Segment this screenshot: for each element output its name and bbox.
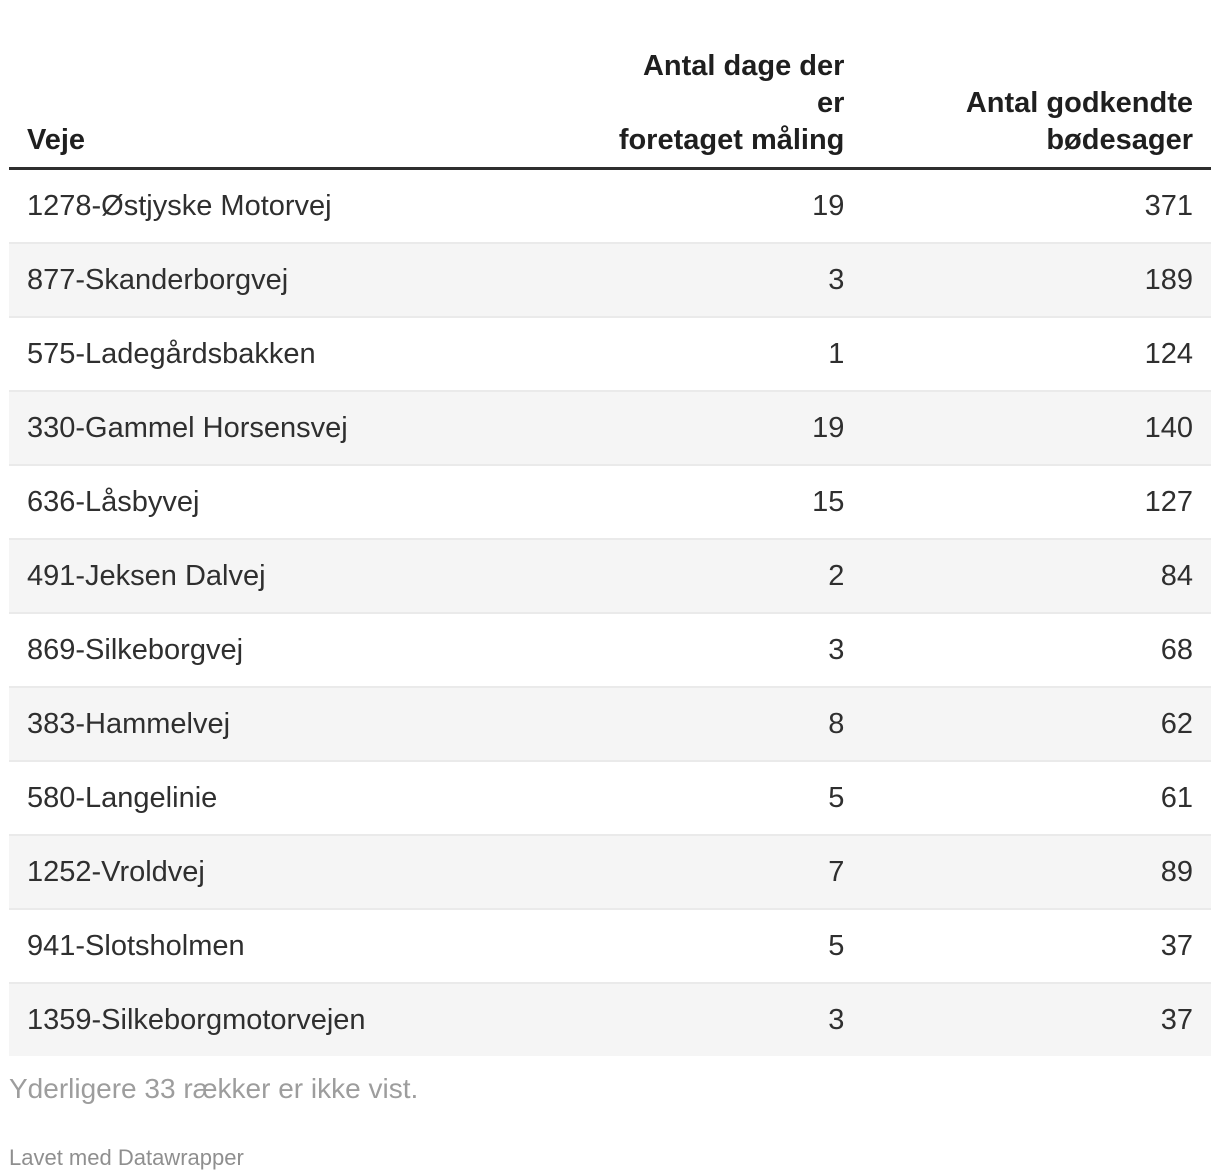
- road-name-cell: 580-Langelinie: [9, 761, 598, 836]
- road-name-cell: 491-Jeksen Dalvej: [9, 539, 598, 614]
- road-name-cell: 330-Gammel Horsensvej: [9, 391, 598, 466]
- value-cell: 5: [597, 909, 863, 984]
- table-row: 869-Silkeborgvej 3 68: [9, 613, 1211, 688]
- table-row: 877-Skanderborgvej 3 189: [9, 243, 1211, 318]
- value-cell: 140: [862, 391, 1211, 466]
- value-cell: 62: [862, 687, 1211, 762]
- value-cell: 68: [862, 613, 1211, 688]
- datawrapper-attribution-link[interactable]: Lavet med Datawrapper: [9, 1145, 244, 1170]
- value-cell: 61: [862, 761, 1211, 836]
- value-cell: 37: [862, 909, 1211, 984]
- value-cell: 37: [1160, 1004, 1193, 1036]
- road-name-cell: 1278-Østjyske Motorvej: [9, 168, 598, 244]
- value-cell: 3: [597, 243, 863, 318]
- road-name-cell: 1359-Silkeborgmotorvejen: [27, 1004, 366, 1036]
- data-table: Veje Antal dage der er foretaget måling An…: [9, 10, 1211, 1056]
- column-header-2: Antal godkendte bødesager: [862, 10, 1211, 170]
- value-cell: 189: [862, 243, 1211, 318]
- table-header: Veje Antal dage der er foretaget måling An…: [9, 10, 1211, 170]
- value-cell: 15: [597, 465, 863, 540]
- datawrapper-table-widget: Veje Antal dage der er foretaget måling An…: [9, 10, 1211, 1171]
- value-cell: 124: [862, 317, 1211, 392]
- road-name-cell: 869-Silkeborgvej: [9, 613, 598, 688]
- value-cell: 19: [597, 168, 863, 244]
- column-header-0: Veje: [9, 10, 598, 170]
- table-row: 575-Ladegårdsbakken 1 124: [9, 317, 1211, 392]
- value-cell: 89: [862, 835, 1211, 910]
- table-row: 383-Hammelvej 8 62: [9, 687, 1211, 762]
- value-cell: 7: [597, 835, 863, 910]
- value-cell: 19: [597, 391, 863, 466]
- value-cell: 3: [828, 1004, 845, 1036]
- value-cell: 8: [597, 687, 863, 762]
- road-name-cell: 1252-Vroldvej: [9, 835, 598, 910]
- table-row: 491-Jeksen Dalvej 2 84: [9, 539, 1211, 614]
- table-row: 330-Gammel Horsensvej 19 140: [9, 391, 1211, 466]
- table-body: 1278-Østjyske Motorvej 19 371 877-Skanderbo…: [9, 168, 1211, 1056]
- value-cell: 5: [597, 761, 863, 836]
- road-name-cell: 575-Ladegårdsbakken: [9, 317, 598, 392]
- value-cell: 84: [862, 539, 1211, 614]
- road-name-cell: 636-Låsbyvej: [9, 465, 598, 540]
- table-row: 1278-Østjyske Motorvej 19 371: [9, 168, 1211, 244]
- road-name-cell: 877-Skanderborgvej: [9, 243, 598, 318]
- table-row: 941-Slotsholmen 5 37: [9, 909, 1211, 984]
- rows-hidden-note: Yderligere 33 rækker er ikke vist.: [9, 1073, 419, 1104]
- table-header-row: Veje Antal dage der er foretaget måling An…: [9, 10, 1211, 170]
- value-cell: 371: [862, 168, 1211, 244]
- value-cell: 127: [862, 465, 1211, 540]
- value-cell: 2: [597, 539, 863, 614]
- road-name-cell: 941-Slotsholmen: [9, 909, 598, 984]
- road-name-cell: 383-Hammelvej: [9, 687, 598, 762]
- column-header-1: Antal dage der er foretaget måling: [597, 10, 863, 170]
- table-row: 1359-Silkeborgmotorvejen 3 37: [9, 983, 1211, 1056]
- value-cell: 3: [597, 613, 863, 688]
- table-row: 580-Langelinie 5 61: [9, 761, 1211, 836]
- table-row: 1252-Vroldvej 7 89: [9, 835, 1211, 910]
- value-cell: 1: [597, 317, 863, 392]
- table-row: 636-Låsbyvej 15 127: [9, 465, 1211, 540]
